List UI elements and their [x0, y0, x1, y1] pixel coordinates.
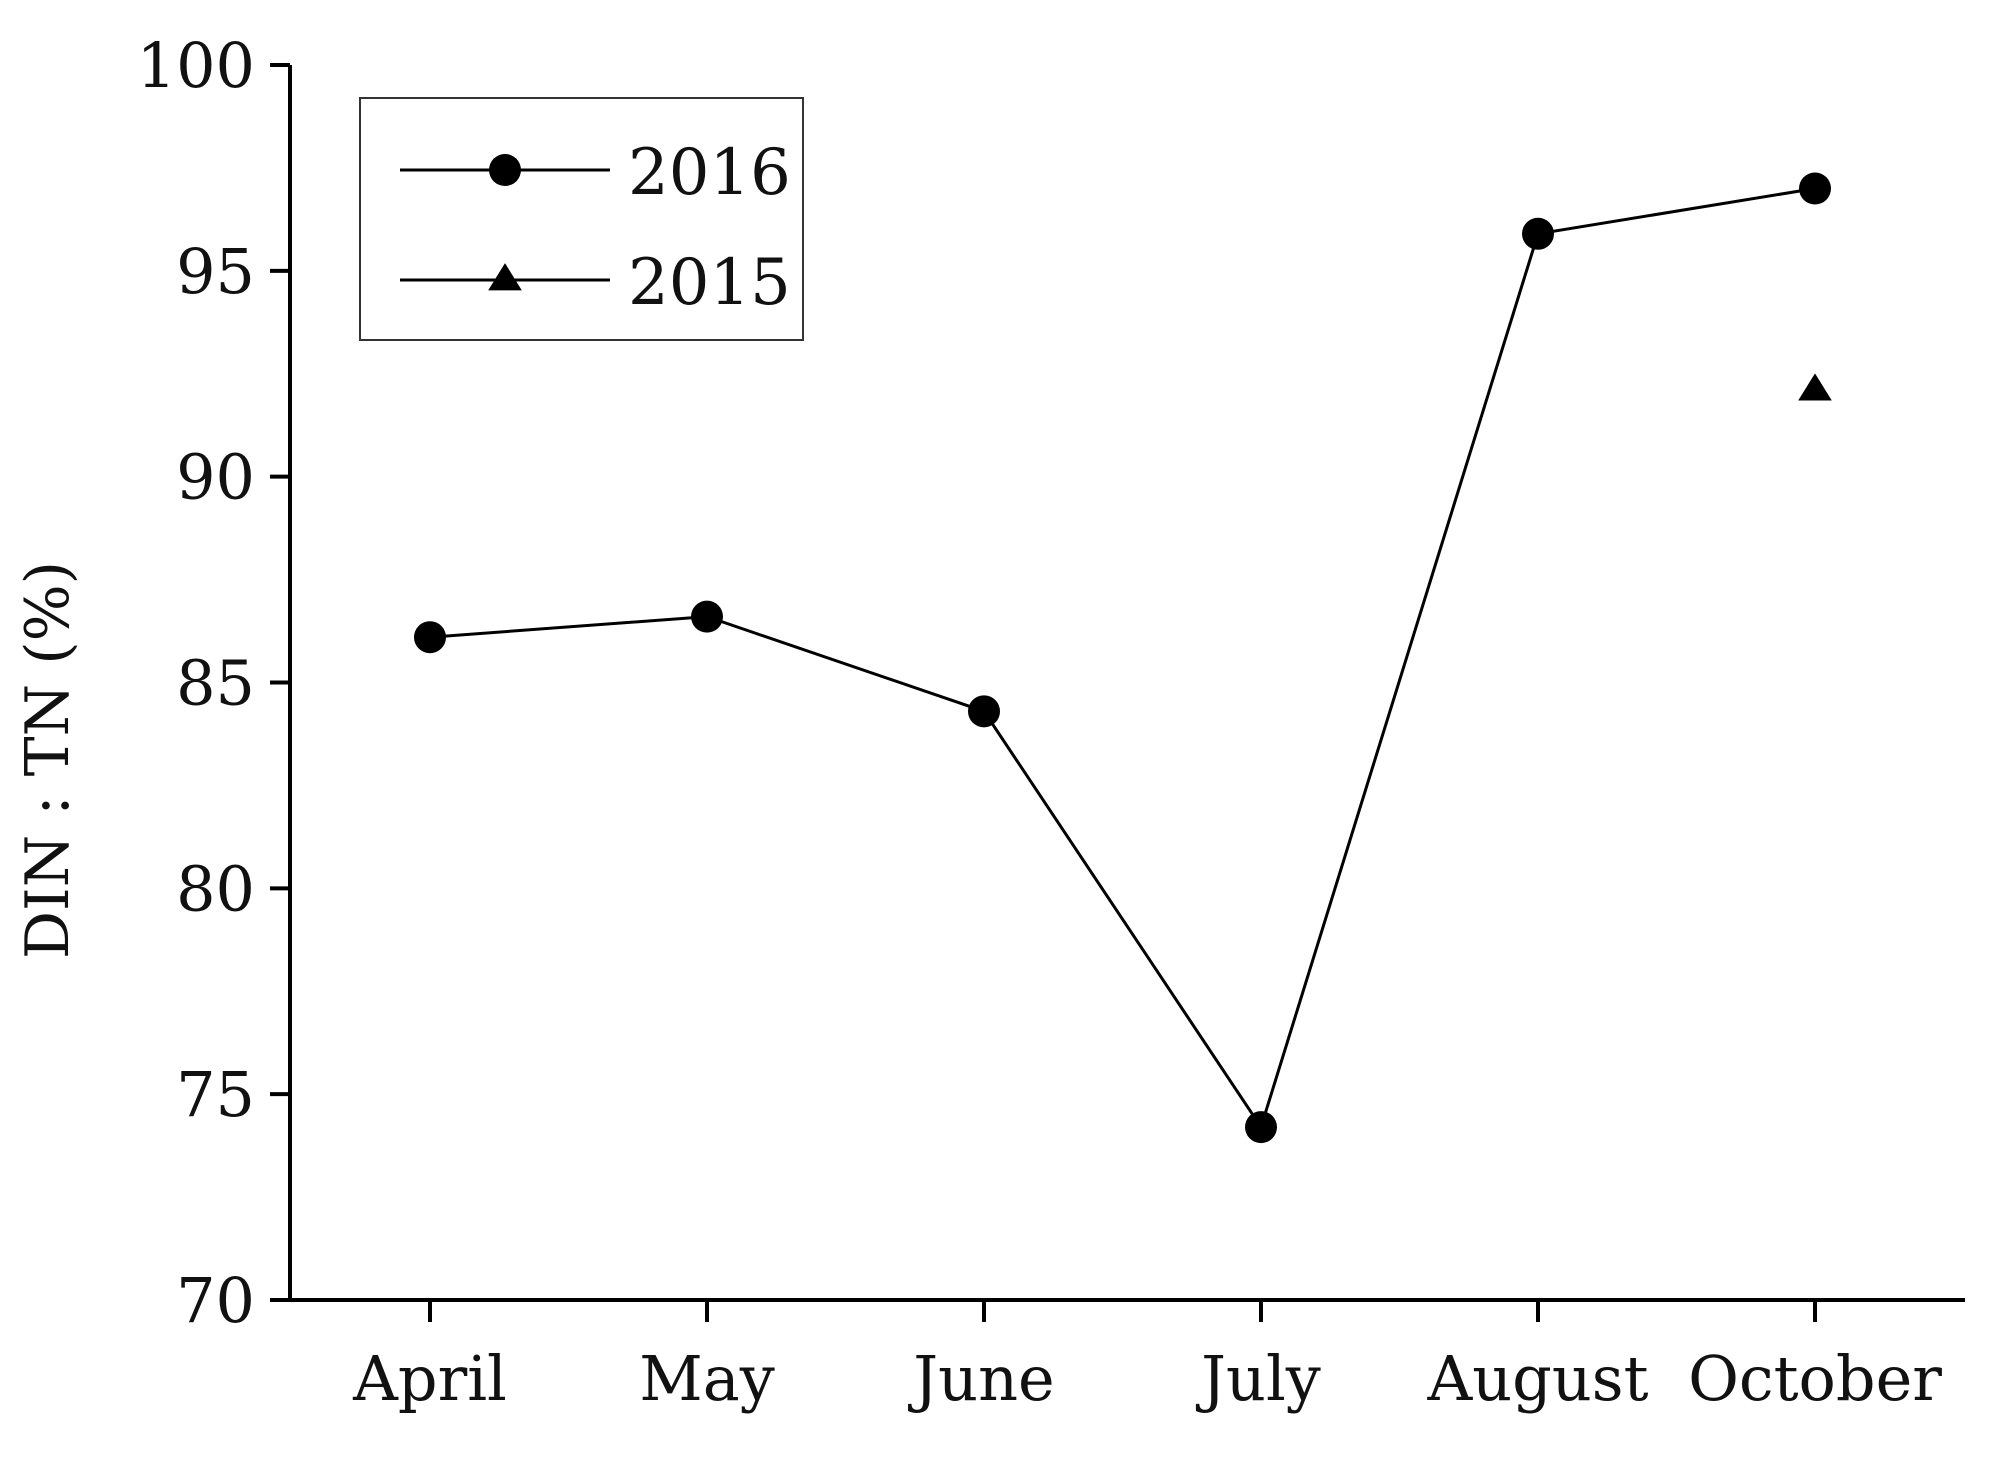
- y-tick-label: 70: [176, 1264, 255, 1337]
- series-2015: [1798, 373, 1832, 401]
- y-tick-label: 90: [176, 441, 255, 514]
- series-2016: [414, 172, 1831, 1144]
- data-point-2016: [1245, 1111, 1277, 1144]
- data-point-2016: [414, 621, 446, 654]
- data-point-2016: [691, 600, 723, 633]
- y-tick-label: 75: [176, 1058, 255, 1131]
- y-tick-label: 85: [176, 647, 255, 720]
- data-point-2015: [1798, 373, 1832, 401]
- legend-items: 2016 2015: [400, 136, 791, 320]
- legend: 2016 2015: [359, 97, 804, 341]
- plot-area: 70 75 80 85 90 95 100 April May June July August Oc…: [137, 29, 1965, 1415]
- legend-label: 2015: [628, 246, 791, 320]
- data-point-2016: [968, 695, 1000, 728]
- legend-label: 2016: [628, 136, 791, 210]
- x-tick-label: May: [639, 1342, 774, 1415]
- x-tick-label: July: [1195, 1342, 1321, 1415]
- x-tick-label: June: [907, 1342, 1054, 1415]
- x-tick-label: April: [352, 1342, 507, 1415]
- y-tick-label: 95: [176, 235, 255, 308]
- legend-item-2016: 2016: [400, 136, 791, 210]
- y-axis-title: DIN : TN (%): [13, 561, 83, 959]
- y-ticks: 70 75 80 85 90 95 100: [137, 29, 290, 1337]
- x-tick-label: October: [1688, 1342, 1942, 1415]
- y-tick-label: 80: [176, 852, 255, 925]
- legend-marker-2016: [489, 154, 521, 186]
- legend-marker-2015: [488, 263, 522, 291]
- series-layer: [414, 172, 1832, 1144]
- series-line-2016: [429, 187, 1816, 1131]
- data-point-2016: [1799, 172, 1831, 205]
- y-tick-label: 100: [137, 29, 255, 102]
- legend-box: [359, 97, 804, 341]
- x-tick-label: August: [1426, 1342, 1648, 1415]
- legend-item-2015: 2015: [400, 246, 791, 320]
- x-ticks: April May June July August October: [352, 1300, 1942, 1415]
- data-point-2016: [1522, 217, 1554, 250]
